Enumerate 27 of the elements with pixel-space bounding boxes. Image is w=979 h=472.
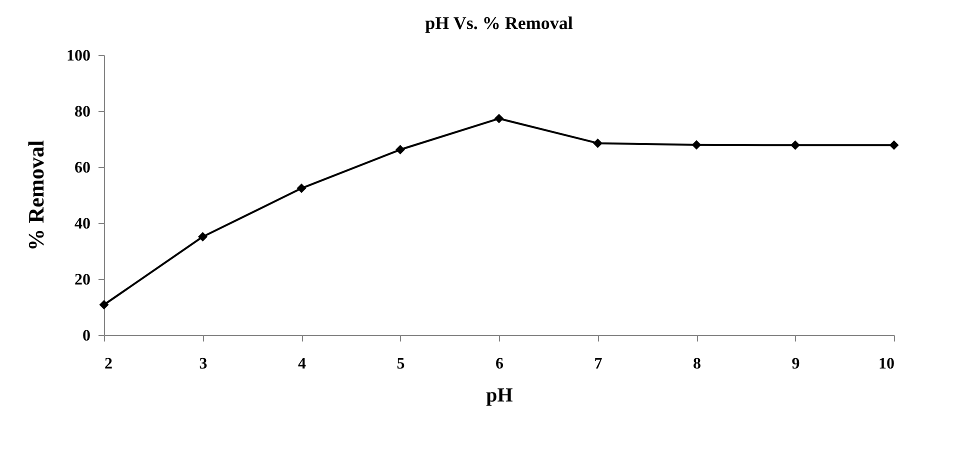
y-tick-label: 20	[74, 272, 90, 288]
y-axis-title: % Removal	[24, 140, 48, 251]
y-tick-label: 80	[74, 104, 90, 120]
y-tick-label: 100	[66, 48, 90, 64]
x-tick-label: 3	[199, 356, 208, 372]
point	[593, 138, 602, 148]
point	[790, 140, 800, 150]
point	[494, 114, 504, 124]
y-tick-label: 60	[74, 160, 90, 176]
x-tick-label: 10	[878, 356, 894, 372]
x-tick-label: 8	[693, 356, 701, 372]
x-tick-label: 2	[104, 356, 112, 372]
x-tick-label: 4	[298, 356, 306, 372]
chart-title: pH Vs. % Removal	[425, 13, 573, 33]
point	[396, 144, 405, 154]
point	[198, 232, 208, 242]
x-tick-label: 7	[594, 356, 602, 372]
point	[692, 140, 702, 150]
point	[889, 140, 899, 150]
x-tick-label: 9	[792, 356, 800, 372]
point	[99, 300, 109, 310]
x-axis-title: pH	[486, 384, 514, 406]
y-tick-label: 40	[74, 216, 90, 232]
point	[296, 184, 306, 194]
x-tick-label: 5	[396, 356, 405, 372]
x-tick-label: 6	[496, 356, 504, 372]
y-tick-label: 0	[82, 328, 90, 344]
